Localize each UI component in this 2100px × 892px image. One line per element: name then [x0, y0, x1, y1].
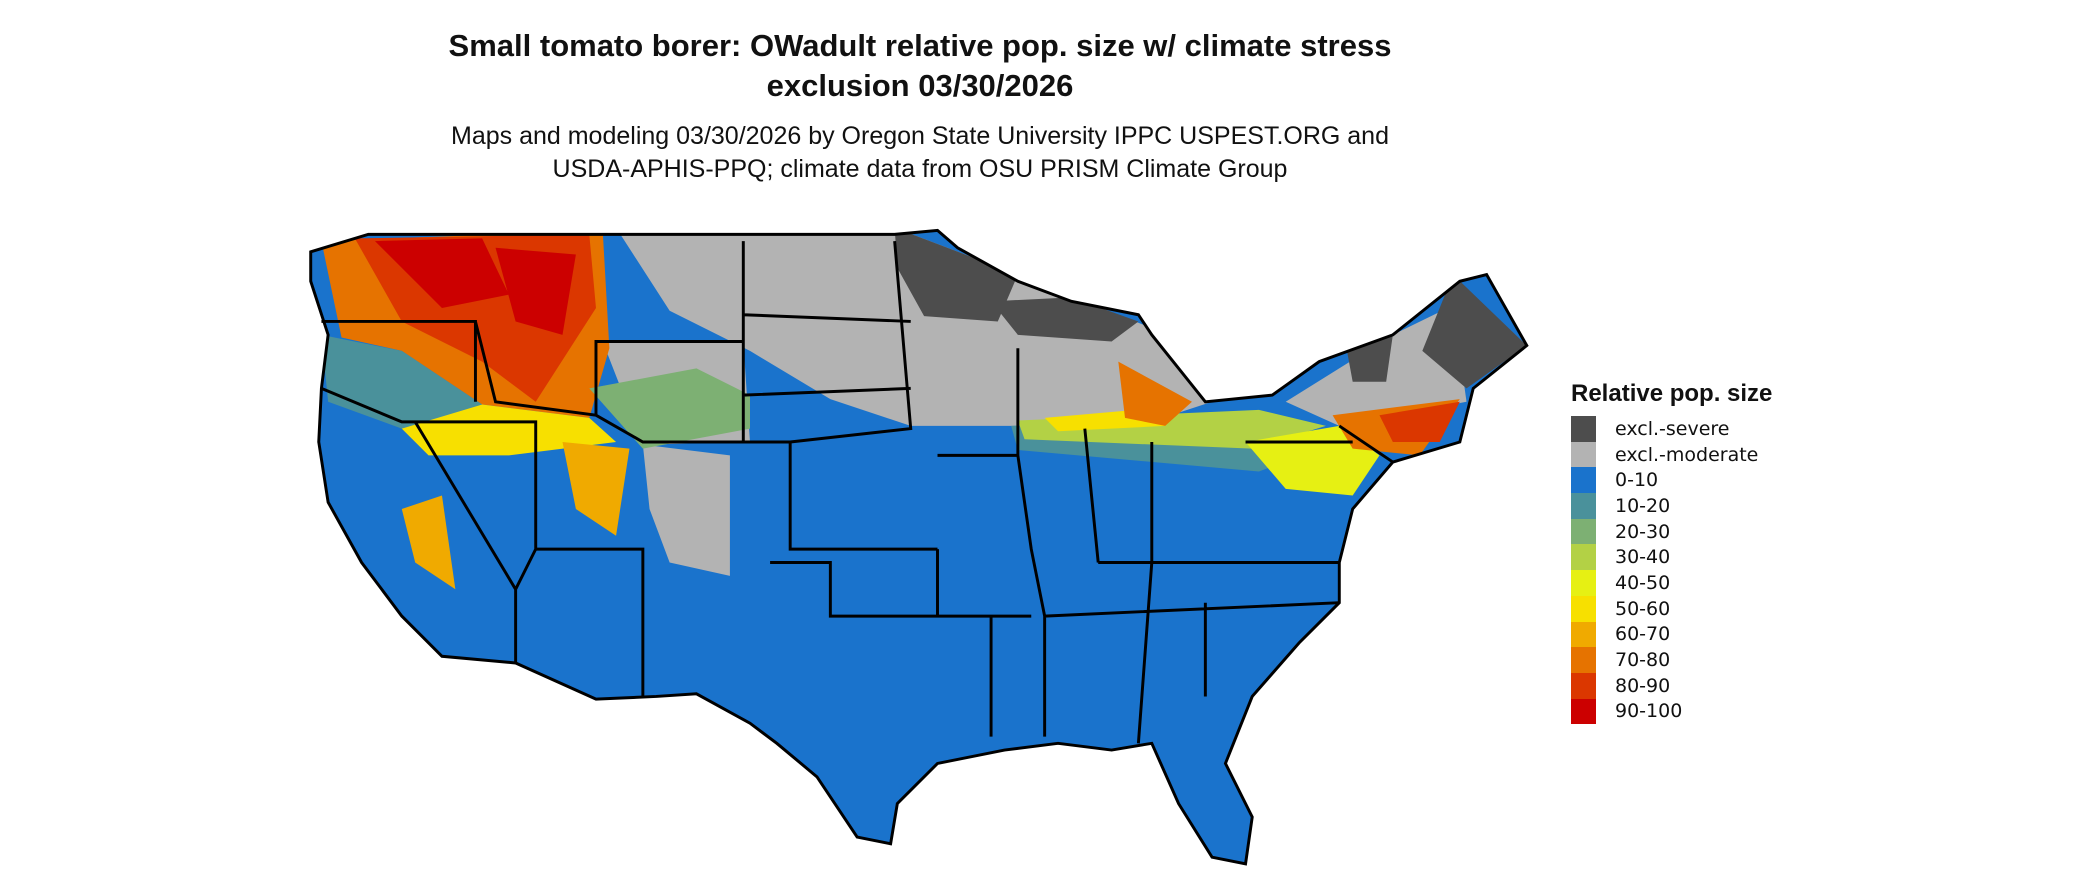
- legend-item: 40-50: [1571, 570, 1772, 596]
- legend-swatch: [1571, 672, 1596, 699]
- legend-swatch: [1571, 416, 1596, 442]
- legend-item: 90-100: [1571, 698, 1772, 725]
- map-subtitle-line1: Maps and modeling 03/30/2026 by Oregon S…: [451, 122, 1389, 150]
- map-subtitle-line2: USDA-APHIS-PPQ; climate data from OSU PR…: [552, 155, 1288, 183]
- legend-swatch: [1571, 698, 1596, 725]
- legend-label: excl.-moderate: [1615, 443, 1759, 466]
- legend-item: 20-30: [1571, 518, 1772, 545]
- region-70-80-michigan: [1118, 361, 1192, 426]
- legend-swatch: [1571, 595, 1596, 622]
- map-title: Small tomato borer: OWadult relative pop…: [0, 26, 1840, 106]
- legend-label: 90-100: [1615, 700, 1683, 723]
- legend-label: 0-10: [1615, 469, 1659, 492]
- legend-label: 60-70: [1615, 623, 1671, 646]
- legend-label: 40-50: [1615, 571, 1671, 594]
- legend-items: excl.-severe excl.-moderate 0-10 10-20 20-30…: [1571, 416, 1772, 725]
- map-raster: [310, 230, 1527, 864]
- legend-swatch: [1571, 647, 1596, 673]
- legend-title: Relative pop. size: [1571, 380, 1773, 407]
- legend-label: 20-30: [1615, 520, 1671, 543]
- map-subtitle: Maps and modeling 03/30/2026 by Oregon S…: [0, 120, 1840, 186]
- legend-item: 30-40: [1571, 544, 1772, 571]
- legend: Relative pop. size excl.-severe excl.-mod…: [1571, 380, 1773, 725]
- region-20-30-wyoming: [589, 368, 750, 449]
- map-title-line2: exclusion 03/30/2026: [766, 68, 1074, 103]
- legend-item: 0-10: [1571, 467, 1772, 494]
- legend-label: 80-90: [1615, 674, 1671, 697]
- legend-label: excl.-severe: [1615, 417, 1730, 440]
- region-90-100-northwest: [375, 238, 576, 335]
- legend-label: 70-80: [1615, 649, 1671, 672]
- legend-item: 10-20: [1571, 493, 1772, 519]
- legend-item: 50-60: [1571, 595, 1772, 622]
- legend-item: 60-70: [1571, 621, 1772, 648]
- legend-swatch: [1571, 518, 1596, 545]
- legend-item: 70-80: [1571, 647, 1772, 673]
- legend-label: 50-60: [1615, 597, 1671, 620]
- legend-label: 10-20: [1615, 494, 1671, 517]
- legend-swatch: [1571, 493, 1596, 519]
- legend-item: excl.-severe: [1571, 416, 1772, 442]
- legend-item: 80-90: [1571, 672, 1772, 699]
- region-excl-moderate-north: [616, 230, 1213, 426]
- region-60-70-west: [401, 441, 630, 590]
- legend-swatch: [1571, 441, 1596, 468]
- legend-swatch: [1571, 621, 1596, 648]
- state-lines: [320, 240, 1394, 744]
- state-borders: [309, 228, 1529, 866]
- region-50-60-idaho: [401, 404, 617, 456]
- legend-item: excl.-moderate: [1571, 441, 1772, 468]
- legend-swatch: [1571, 467, 1596, 494]
- legend-swatch: [1571, 570, 1596, 596]
- region-excl-severe: [894, 230, 1527, 389]
- map-title-line1: Small tomato borer: OWadult relative pop…: [448, 28, 1392, 63]
- legend-swatch: [1571, 544, 1596, 571]
- legend-label: 30-40: [1615, 546, 1671, 569]
